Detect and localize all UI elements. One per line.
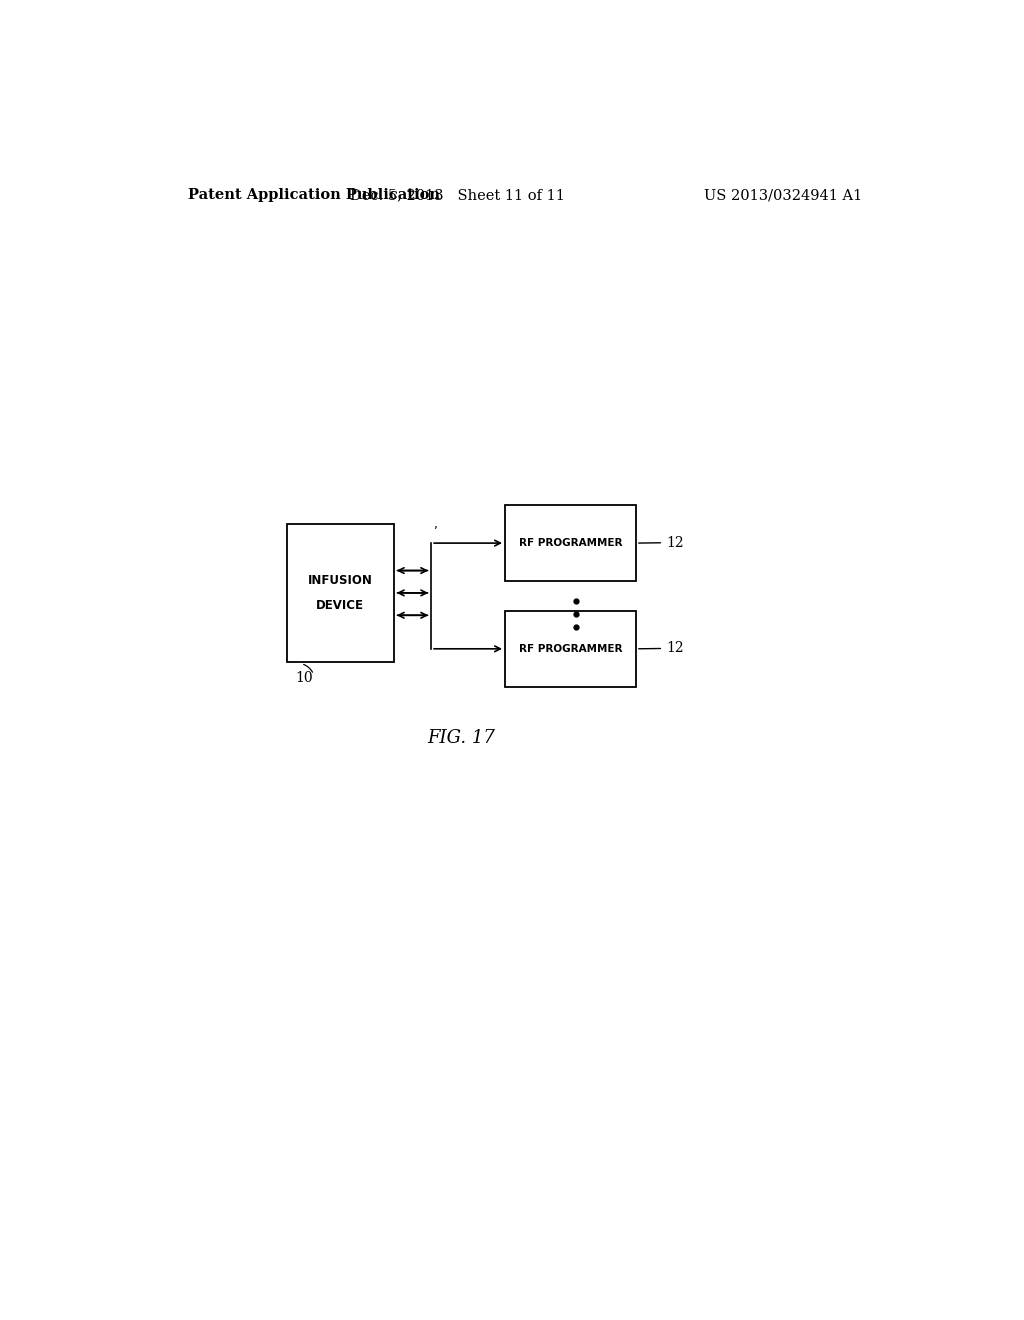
Text: INFUSION: INFUSION xyxy=(308,574,373,587)
Text: DEVICE: DEVICE xyxy=(316,598,365,611)
Text: US 2013/0324941 A1: US 2013/0324941 A1 xyxy=(703,189,862,202)
Text: 12: 12 xyxy=(639,536,684,549)
Text: RF PROGRAMMER: RF PROGRAMMER xyxy=(519,644,623,653)
Text: FIG. 17: FIG. 17 xyxy=(427,729,496,747)
Text: Patent Application Publication: Patent Application Publication xyxy=(187,189,439,202)
Bar xyxy=(505,611,636,686)
Text: 10: 10 xyxy=(295,671,313,685)
Text: ,: , xyxy=(434,519,438,532)
Bar xyxy=(287,524,394,661)
Text: Dec. 5, 2013   Sheet 11 of 11: Dec. 5, 2013 Sheet 11 of 11 xyxy=(350,189,565,202)
Text: RF PROGRAMMER: RF PROGRAMMER xyxy=(519,539,623,548)
Bar xyxy=(505,506,636,581)
Text: 12: 12 xyxy=(639,642,684,655)
